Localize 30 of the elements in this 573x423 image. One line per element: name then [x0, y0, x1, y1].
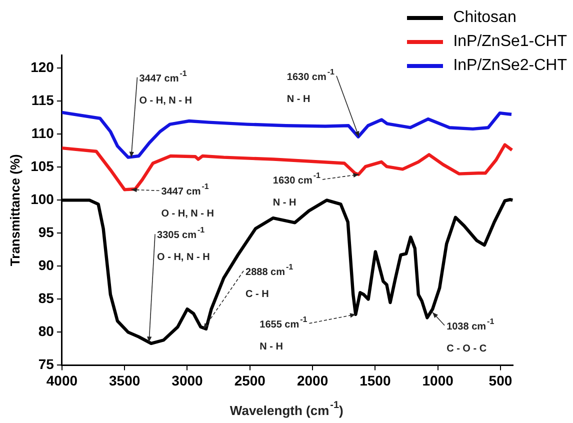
- y-axis-title: Transmittance (%): [7, 154, 22, 266]
- y-tick-label: 95: [38, 224, 54, 240]
- annotation: O - H, N - H: [157, 252, 210, 264]
- y-tick-label: 75: [38, 356, 54, 372]
- y-tick-label: 115: [31, 92, 54, 108]
- y-tick-label: 85: [38, 290, 54, 306]
- annotation: C - H: [246, 288, 269, 300]
- x-tick-label: 1000: [422, 372, 454, 388]
- y-tick-label: 105: [30, 158, 54, 174]
- annotation: O - H, N - H: [161, 208, 214, 220]
- annotation: N - H: [272, 197, 296, 208]
- x-tick-label: 2500: [234, 372, 266, 388]
- legend-label: InP/ZnSe2-CHT: [453, 57, 567, 75]
- x-tick-label: 500: [488, 372, 512, 388]
- x-tick-label: 2000: [296, 372, 328, 388]
- y-tick-label: 110: [31, 125, 54, 142]
- annotation: N - H: [260, 341, 283, 352]
- x-tick-label: 4000: [46, 372, 78, 388]
- annotation: O - H, N - H: [139, 95, 192, 106]
- legend-label: InP/ZnSe1-CHT: [453, 33, 567, 51]
- y-tick-label: 90: [38, 257, 54, 274]
- y-tick-label: 80: [38, 323, 54, 340]
- legend-label: Chitosan: [453, 9, 516, 27]
- x-tick-label: 3000: [172, 372, 204, 388]
- y-tick-label: 100: [30, 191, 54, 208]
- annotation: C - O - C: [446, 343, 487, 354]
- x-tick-label: 1500: [360, 372, 391, 388]
- y-tick-label: 120: [30, 59, 54, 76]
- x-tick-label: 3500: [109, 372, 140, 388]
- annotation: N - H: [286, 94, 310, 105]
